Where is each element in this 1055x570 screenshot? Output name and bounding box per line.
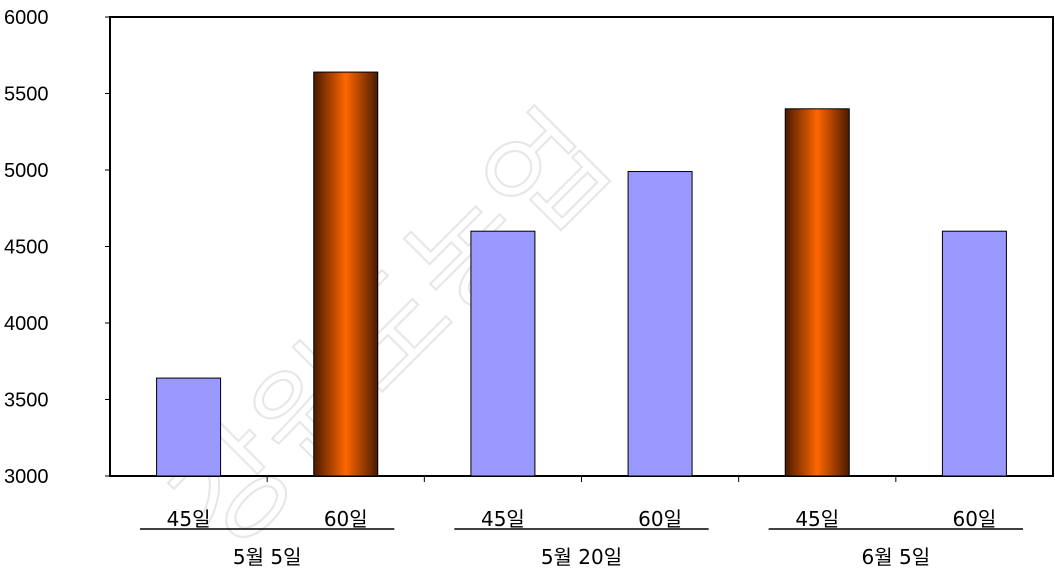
y-tick-label: 3500 <box>4 390 49 412</box>
category-label: 45일 <box>167 507 211 531</box>
category-label: 45일 <box>795 507 839 531</box>
category-label: 60일 <box>324 507 368 531</box>
y-tick-label: 5500 <box>4 84 49 106</box>
bar <box>628 172 692 476</box>
watermark: 강원도농업 <box>147 87 636 570</box>
y-tick-label: 5000 <box>4 160 49 182</box>
bar-highlighted <box>785 109 849 476</box>
group-label: 5월 20일 <box>541 545 622 569</box>
y-tick-label: 4500 <box>4 237 49 259</box>
group-label: 6월 5일 <box>862 545 931 569</box>
y-tick-label: 4000 <box>4 313 49 335</box>
bar <box>157 378 221 476</box>
bar <box>942 231 1006 476</box>
group-label: 5월 5일 <box>233 545 302 569</box>
bar-highlighted <box>314 72 378 476</box>
bar <box>471 231 535 476</box>
y-tick-label: 3000 <box>4 466 49 488</box>
y-tick-label: 6000 <box>4 7 49 29</box>
category-label: 60일 <box>638 507 682 531</box>
category-label: 45일 <box>481 507 525 531</box>
category-label: 60일 <box>952 507 996 531</box>
